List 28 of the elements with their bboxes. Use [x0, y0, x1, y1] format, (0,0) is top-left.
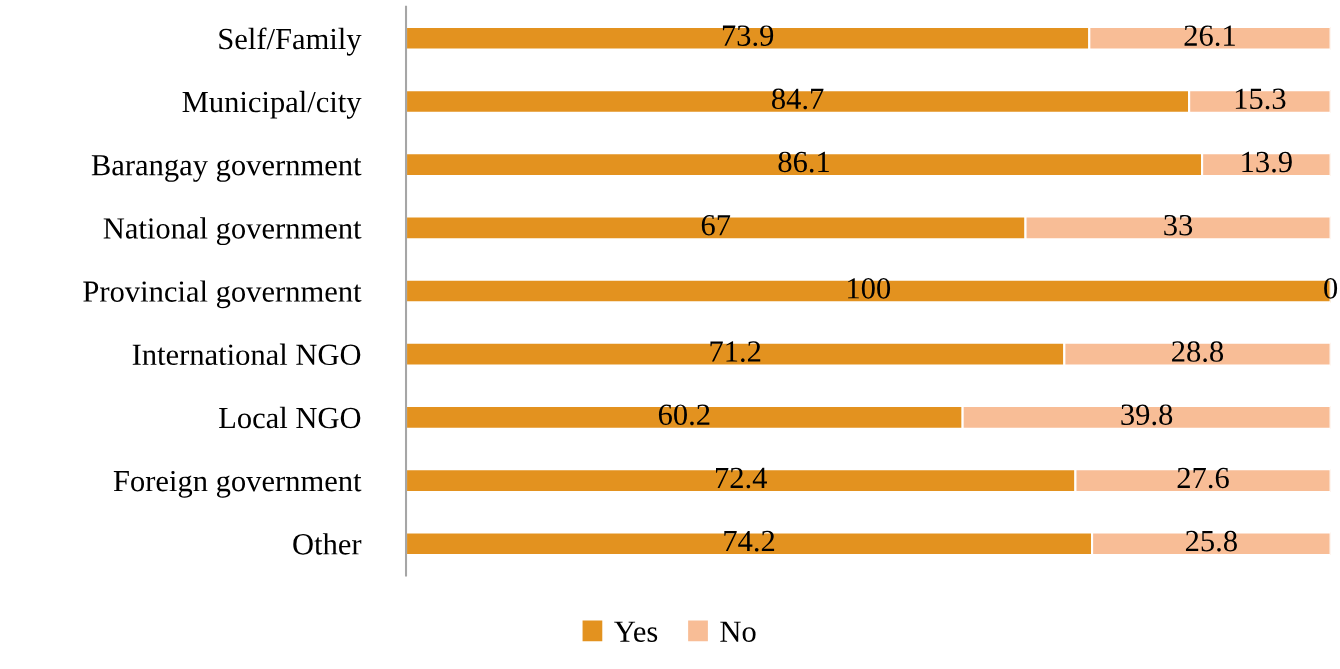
- y-tick-label: Self/Family: [219, 27, 362, 56]
- data-label: 25.8: [1185, 530, 1237, 552]
- data-label: 71.2: [710, 341, 761, 362]
- data-label: 28.8: [1172, 341, 1224, 362]
- y-tick-label: International NGO: [132, 343, 361, 366]
- data-label: 60.2: [658, 404, 710, 426]
- data-label: 13.9: [1242, 151, 1292, 173]
- data-label: 73.9: [722, 25, 774, 47]
- data-label: 33: [1164, 214, 1193, 236]
- y-tick-label: Municipal/city: [182, 90, 362, 119]
- data-label: 67: [701, 214, 731, 236]
- data-label: 100: [848, 278, 891, 299]
- data-label: 86.1: [778, 151, 829, 173]
- data-label: 74.2: [724, 530, 775, 552]
- data-label: 15.3: [1235, 88, 1286, 110]
- y-tick-label: Provincial government: [83, 280, 362, 309]
- legend-label: No: [720, 621, 756, 642]
- y-tick-label: Local NGO: [219, 406, 361, 429]
- data-label: 26.1: [1184, 25, 1235, 47]
- data-label: 27.6: [1177, 467, 1229, 489]
- data-label: 72.4: [716, 467, 767, 489]
- data-label: 84.7: [772, 88, 824, 110]
- y-tick-label: Other: [293, 533, 362, 555]
- y-tick-label: Barangay government: [91, 155, 362, 182]
- legend-label: Yes: [614, 621, 658, 642]
- y-tick-label: Foreign government: [113, 470, 362, 498]
- data-label: 39.8: [1121, 404, 1173, 426]
- y-tick-label: National government: [103, 217, 362, 246]
